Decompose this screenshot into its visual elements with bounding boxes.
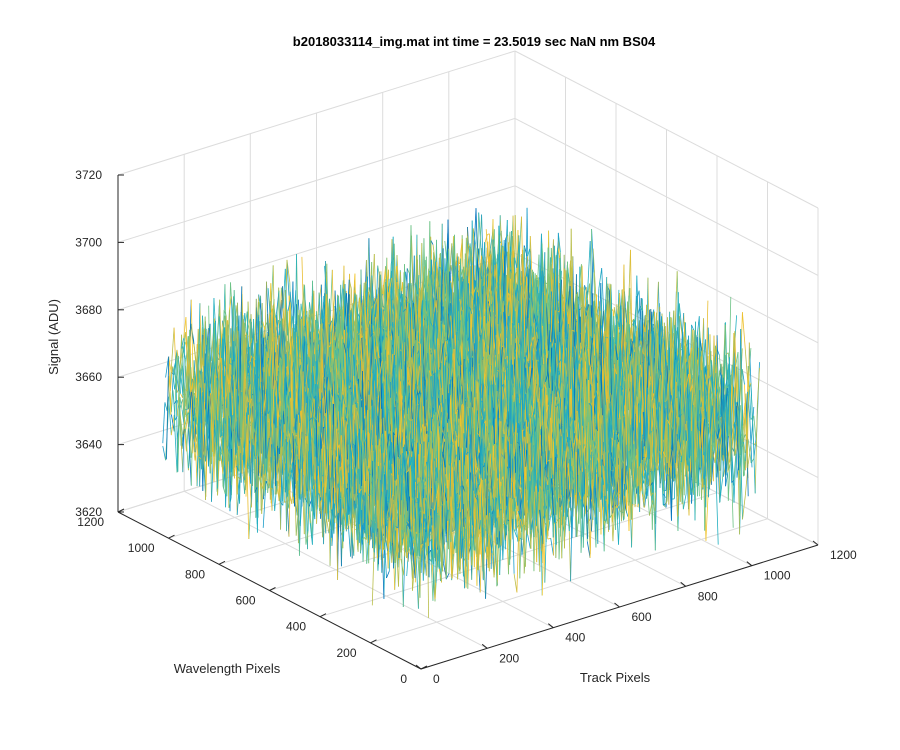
- surface-row: [286, 259, 291, 283]
- surface-row: [196, 403, 201, 473]
- surface-row: [202, 455, 207, 497]
- surface-row: [182, 332, 186, 357]
- surface-row: [171, 414, 175, 432]
- grid-line: [117, 117, 516, 243]
- grid-line: [319, 492, 718, 618]
- grid-line: [514, 185, 819, 344]
- surface-row: [170, 327, 175, 371]
- chart-title: b2018033114_img.mat int time = 23.5019 s…: [293, 34, 656, 49]
- surface-row: [334, 308, 339, 327]
- surface-row: [188, 428, 192, 486]
- surface-row: [185, 428, 189, 471]
- surface-row: [168, 396, 172, 436]
- surface-row: [598, 268, 603, 289]
- surface-mesh: [162, 207, 760, 618]
- surface-row: [275, 290, 280, 316]
- surface-row: [188, 410, 192, 469]
- surface-row: [179, 365, 184, 395]
- grid-line: [514, 117, 819, 276]
- grid-line: [117, 50, 516, 176]
- grid-line: [370, 518, 768, 644]
- surface-row: [236, 463, 240, 504]
- surface-row: [185, 394, 189, 429]
- surface-row: [289, 291, 294, 328]
- grid-line: [117, 185, 516, 311]
- surface-row: [165, 356, 169, 378]
- surface-row: [162, 446, 166, 461]
- grid-line: [514, 50, 819, 209]
- surface-row: [478, 212, 482, 256]
